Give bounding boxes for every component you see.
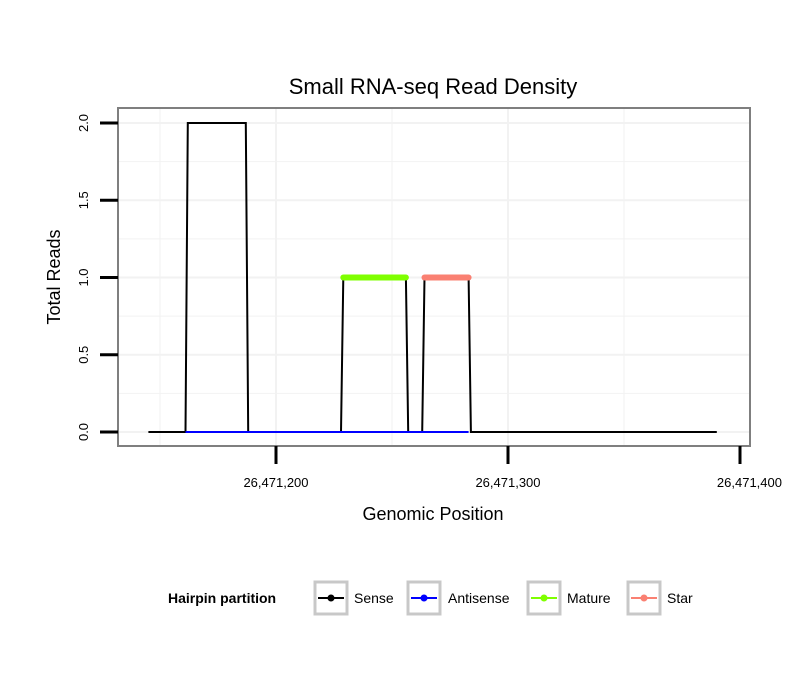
y-axis: 0.0 0.5 1.0 1.5 2.0	[76, 114, 118, 441]
x-tick-label: 26,471,200	[243, 475, 308, 490]
y-tick-label: 1.5	[76, 191, 91, 209]
legend-label-star: Star	[667, 590, 693, 606]
legend-key-dot-star	[640, 594, 648, 602]
legend-label-mature: Mature	[567, 590, 611, 606]
x-tick-label: 26,471,400	[717, 475, 782, 490]
x-tick-label: 26,471,300	[475, 475, 540, 490]
legend-key-dot-mature	[540, 594, 548, 602]
legend-item-mature: Mature	[526, 580, 611, 616]
y-axis-title: Total Reads	[44, 229, 64, 324]
series-layer	[148, 122, 717, 433]
x-axis-title: Genomic Position	[362, 504, 503, 524]
legend-key-dot-antisense	[420, 594, 428, 602]
y-tick-label: 0.5	[76, 346, 91, 364]
legend-item-antisense: Antisense	[406, 580, 510, 616]
y-tick-label: 2.0	[76, 114, 91, 132]
legend-item-star: Star	[626, 580, 693, 616]
legend: Hairpin partition Sense Antisense Mature St…	[168, 580, 693, 616]
y-tick-label: 1.0	[76, 268, 91, 286]
x-axis: 26,471,200 26,471,300 26,471,400	[243, 446, 782, 490]
legend-title: Hairpin partition	[168, 590, 276, 606]
chart-title: Small RNA-seq Read Density	[289, 74, 578, 99]
legend-item-sense: Sense	[313, 580, 394, 616]
legend-key-dot-sense	[327, 594, 335, 602]
legend-label-sense: Sense	[354, 590, 394, 606]
y-tick-label: 0.0	[76, 423, 91, 441]
legend-label-antisense: Antisense	[448, 590, 510, 606]
